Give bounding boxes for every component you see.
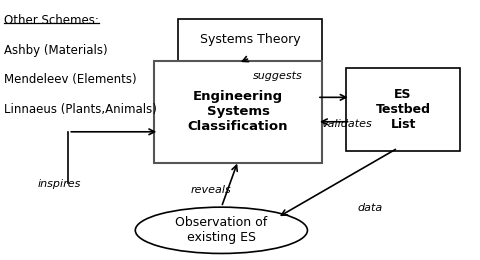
Text: inspires: inspires [37, 179, 81, 189]
Text: Linnaeus (Plants,Animals): Linnaeus (Plants,Animals) [4, 103, 156, 116]
Ellipse shape [135, 207, 307, 254]
Text: Mendeleev (Elements): Mendeleev (Elements) [4, 73, 136, 86]
Text: validates: validates [320, 119, 371, 128]
Text: Systems Theory: Systems Theory [199, 34, 300, 47]
Text: Other Schemes:: Other Schemes: [4, 14, 98, 27]
Text: ES
Testbed
List: ES Testbed List [375, 88, 430, 131]
Text: Engineering
Systems
Classification: Engineering Systems Classification [188, 90, 288, 133]
Text: Observation of
existing ES: Observation of existing ES [175, 216, 267, 244]
Text: Ashby (Materials): Ashby (Materials) [4, 44, 107, 57]
FancyBboxPatch shape [154, 61, 321, 164]
Text: data: data [357, 204, 382, 213]
FancyBboxPatch shape [345, 68, 459, 151]
Text: reveals: reveals [190, 185, 230, 196]
Text: suggests: suggests [252, 71, 301, 81]
FancyBboxPatch shape [178, 20, 321, 61]
